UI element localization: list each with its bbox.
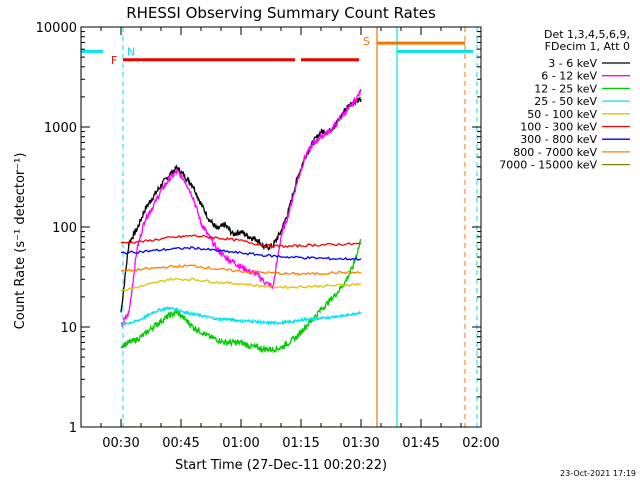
footer-timestamp: 23-Oct-2021 17:19 [560,469,636,478]
y-tick-label-0: 1 [69,421,77,436]
series-line-3-6keV [120,96,362,313]
series-line-300-800keV [120,245,362,261]
series-line-50-100keV [120,277,362,292]
legend-label-2: 12 - 25 keV [534,82,597,95]
y-tick-label-4: 10000 [36,21,77,36]
series-line-800-7000keV [120,264,361,276]
series-line-100-300keV [120,234,362,249]
legend-header-0: Det 1,3,4,5,6,9, [544,28,630,41]
series-line-25-50keV [120,305,362,327]
plot-area: NF S [81,27,478,427]
x-tick-label-2: 01:00 [222,436,259,451]
x-tick-label-1: 00:45 [162,436,199,451]
x-axis-label: Start Time (27-Dec-11 00:20:22) [175,458,387,473]
legend-label-3: 25 - 50 keV [534,95,597,108]
series-line-12-25keV [120,238,362,354]
legend-label-4: 50 - 100 keV [527,108,597,121]
legend: Det 1,3,4,5,6,9,FDecim 1, Att 0 3 - 6 keV… [499,28,630,172]
legend-label-0: 3 - 6 keV [548,57,597,70]
y-axis-label: Count Rate (s⁻¹ detector⁻¹) [13,153,28,330]
legend-label-5: 100 - 300 keV [520,121,597,134]
x-tick-label-3: 01:15 [282,436,319,451]
legend-label-8: 7000 - 15000 keV [499,159,597,172]
night-marker-label: N [127,45,135,58]
legend-label-1: 6 - 12 keV [541,70,597,83]
flare-marker-label: F [111,54,117,67]
plot-frame [80,26,482,428]
series-line-6-12keV [120,89,362,328]
saa-marker-label: S [363,35,370,48]
axes: 00:30 00:45 01:00 01:15 01:30 01:45 02:00 1 10 10… [36,21,500,451]
x-tick-label-4: 01:30 [342,436,379,451]
legend-label-7: 800 - 7000 keV [513,146,597,159]
y-tick-label-2: 100 [52,221,77,236]
x-tick-label-6: 02:00 [462,436,499,451]
x-tick-label-0: 00:30 [102,436,139,451]
y-tick-label-3: 1000 [44,121,77,136]
x-tick-label-5: 01:45 [402,436,439,451]
legend-header-1: FDecim 1, Att 0 [545,40,630,53]
legend-label-6: 300 - 800 keV [520,133,597,146]
y-tick-label-1: 10 [60,321,77,336]
chart-title: RHESSI Observing Summary Count Rates [126,4,436,22]
